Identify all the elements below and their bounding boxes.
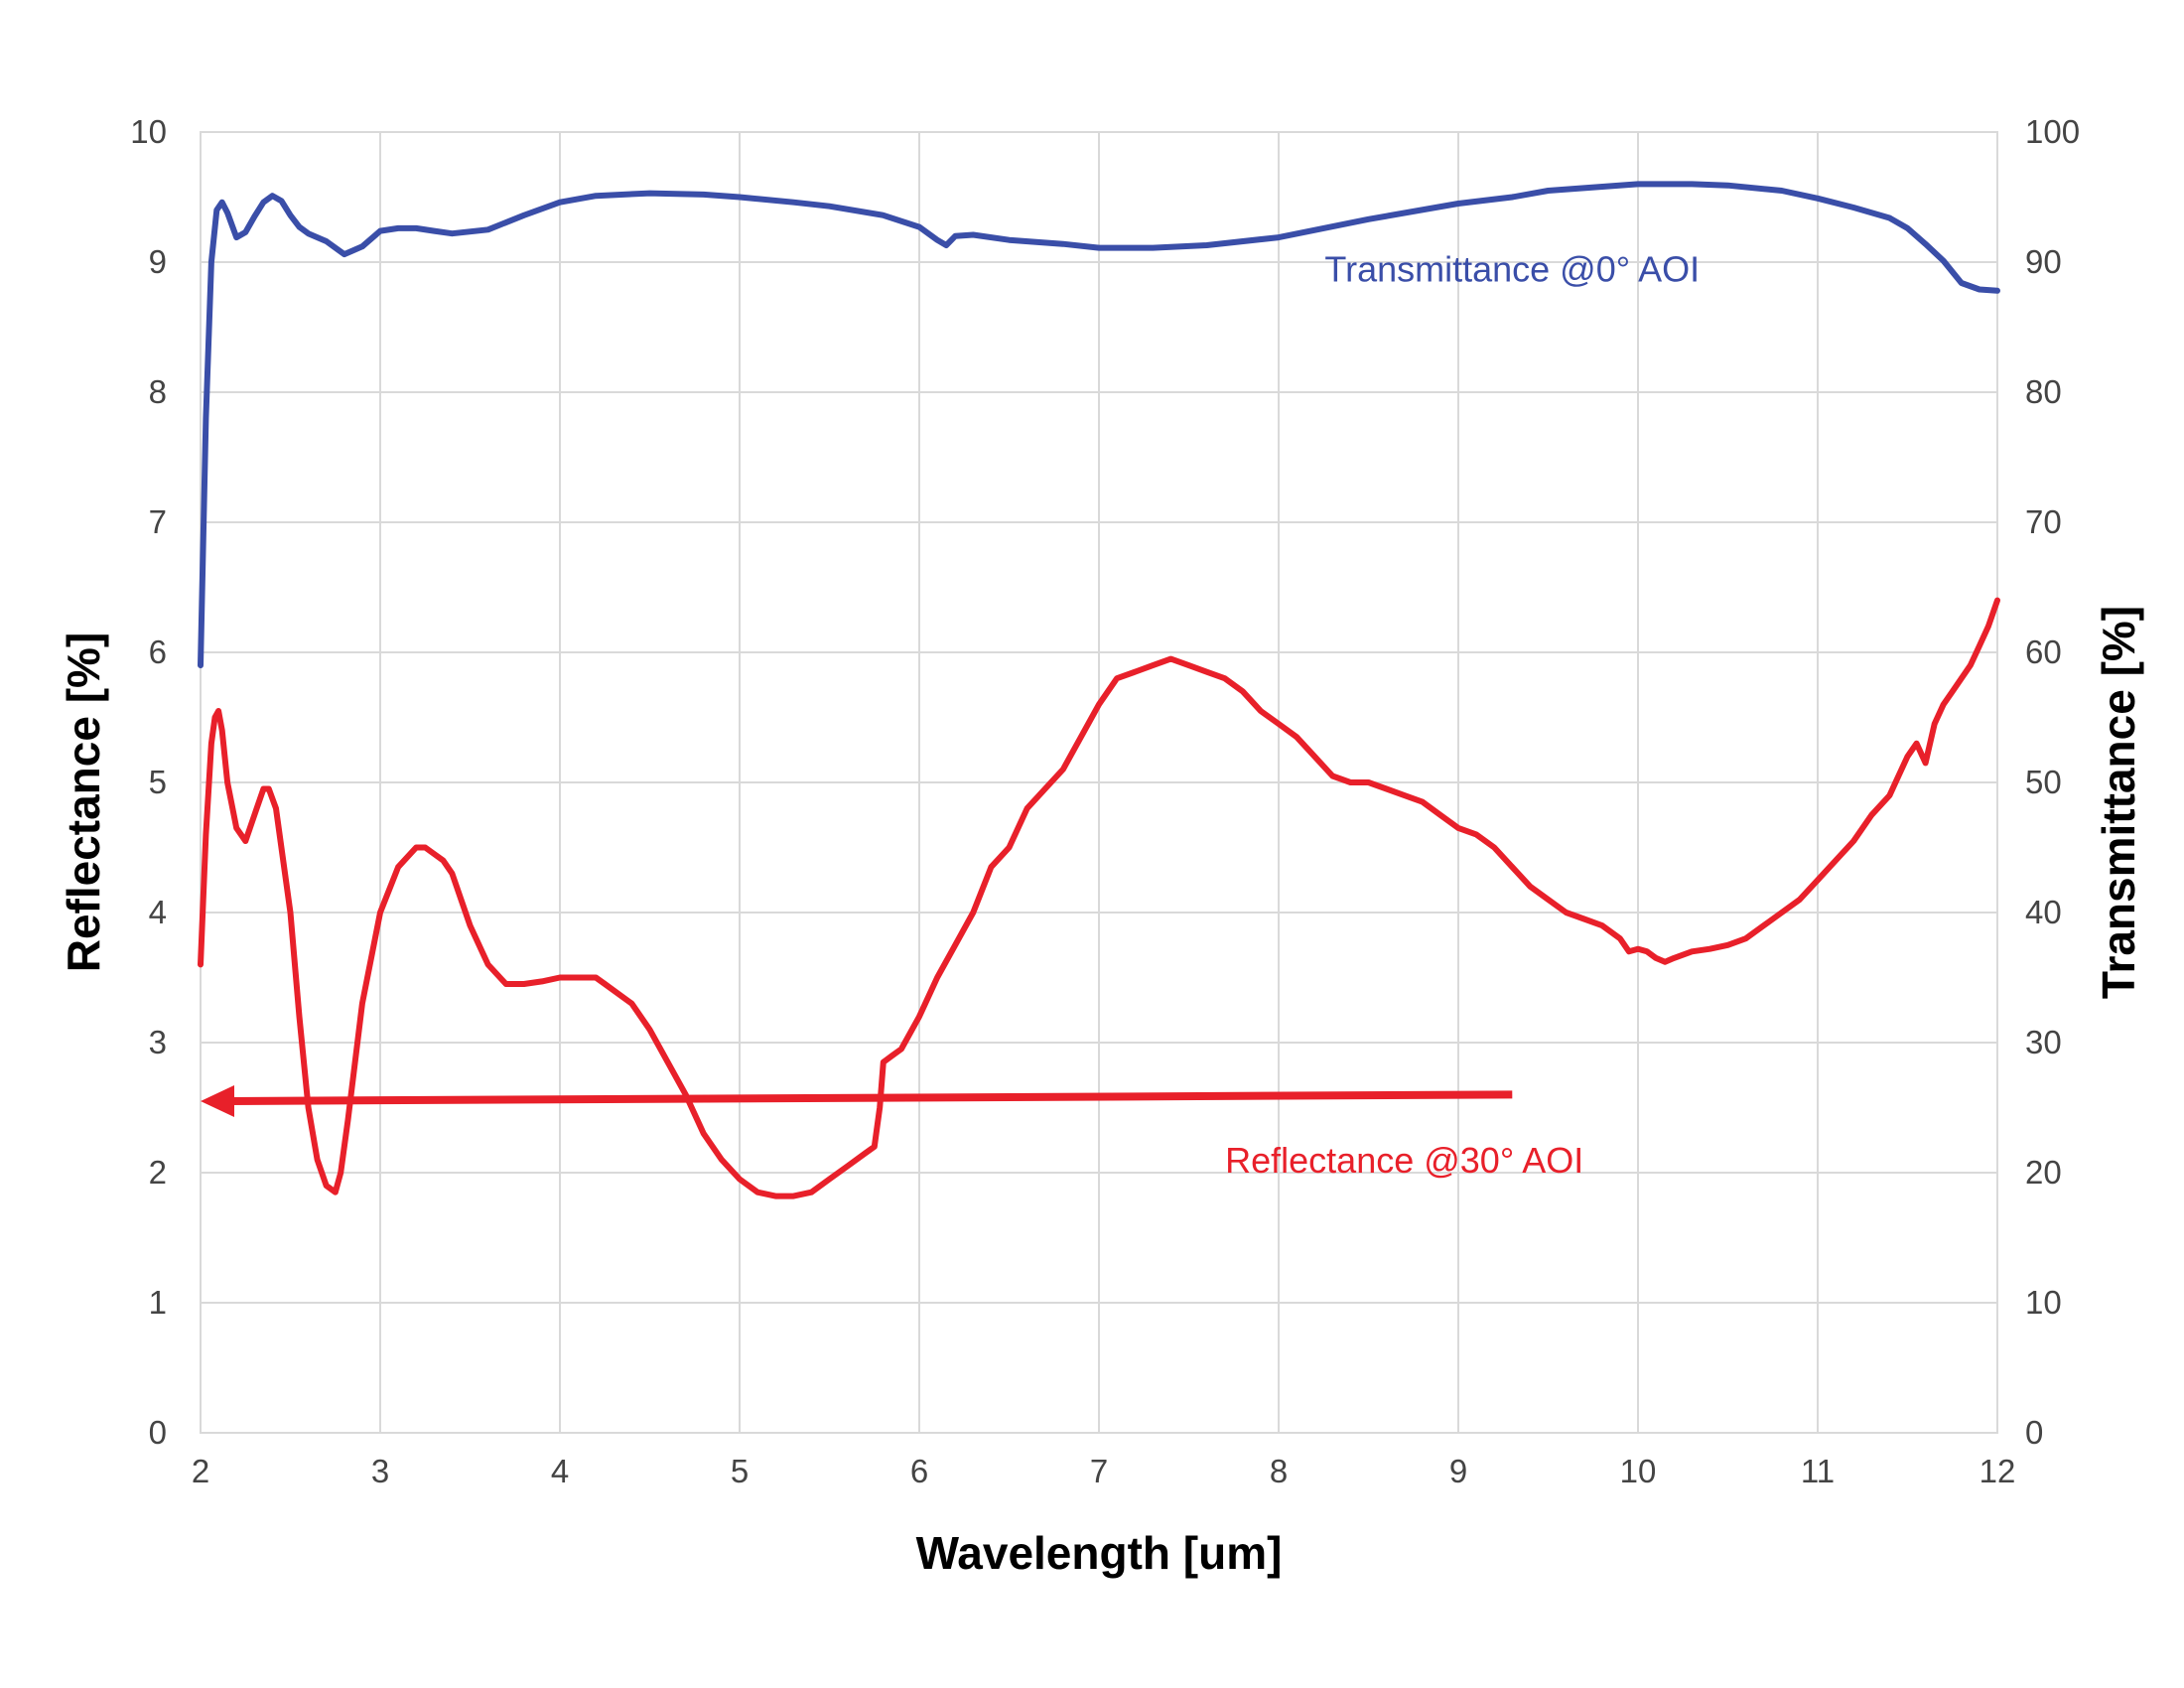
left-y-tick-label: 4 — [149, 894, 167, 930]
arrow-head — [201, 1084, 234, 1117]
left-y-tick-label: 1 — [149, 1284, 167, 1321]
x-tick-label: 12 — [1979, 1453, 2016, 1489]
x-tick-label: 3 — [371, 1453, 389, 1489]
left-y-tick-label: 9 — [149, 243, 167, 280]
right-y-tick-label: 90 — [2025, 243, 2062, 280]
x-tick-label: 11 — [1801, 1453, 1835, 1489]
right-y-tick-label: 30 — [2025, 1024, 2062, 1060]
left-y-tick-label: 2 — [149, 1154, 167, 1191]
left-y-tick-label: 3 — [149, 1024, 167, 1060]
left-y-tick-label: 8 — [149, 373, 167, 410]
left-y-tick-label: 5 — [149, 764, 167, 800]
right-y-tick-label: 10 — [2025, 1284, 2062, 1321]
left-y-tick-label: 6 — [149, 633, 167, 670]
right-y-tick-label: 70 — [2025, 503, 2062, 540]
transmittance-line — [198, 181, 2000, 669]
annotations: Transmittance @0° AOI Reflectance @30° AO… — [1225, 249, 1700, 1181]
x-tick-label: 4 — [551, 1453, 569, 1489]
grid — [200, 131, 1998, 1434]
transmittance-annotation: Transmittance @0° AOI — [1324, 249, 1700, 290]
left-y-axis-title: Reflectance [%] — [58, 633, 109, 973]
x-tick-label: 5 — [731, 1453, 749, 1489]
reflectance-line — [198, 597, 2000, 1199]
x-tick-label: 8 — [1270, 1453, 1288, 1489]
right-y-tick-label: 20 — [2025, 1154, 2062, 1191]
x-tick-label: 6 — [910, 1453, 928, 1489]
arrow-shaft — [227, 1090, 1513, 1105]
x-tick-label: 10 — [1620, 1453, 1657, 1489]
left-y-axis-ticks: 0 1 2 3 4 5 6 7 8 9 10 — [130, 113, 167, 1451]
plot-border — [200, 131, 1998, 1434]
right-y-axis-title: Transmittance [%] — [2093, 606, 2144, 999]
left-y-tick-label: 10 — [130, 113, 167, 150]
left-y-tick-label: 0 — [149, 1414, 167, 1451]
right-y-tick-label: 50 — [2025, 764, 2062, 800]
right-y-axis-ticks: 0 10 20 30 40 50 60 70 80 90 100 — [2025, 113, 2080, 1451]
right-y-tick-label: 40 — [2025, 894, 2062, 930]
x-axis-ticks: 2 3 4 5 6 7 8 9 10 11 12 — [192, 1453, 2016, 1489]
series — [198, 181, 2000, 1199]
x-tick-label: 7 — [1090, 1453, 1108, 1489]
right-y-tick-label: 80 — [2025, 373, 2062, 410]
reflectance-annotation: Reflectance @30° AOI — [1225, 1140, 1583, 1181]
right-y-tick-label: 100 — [2025, 113, 2080, 150]
right-y-tick-label: 0 — [2025, 1414, 2043, 1451]
right-y-tick-label: 60 — [2025, 633, 2062, 670]
left-y-tick-label: 7 — [149, 503, 167, 540]
x-axis-title: Wavelength [um] — [916, 1527, 1283, 1579]
arrow — [201, 1084, 1513, 1117]
x-tick-label: 2 — [192, 1453, 209, 1489]
x-tick-label: 9 — [1449, 1453, 1467, 1489]
